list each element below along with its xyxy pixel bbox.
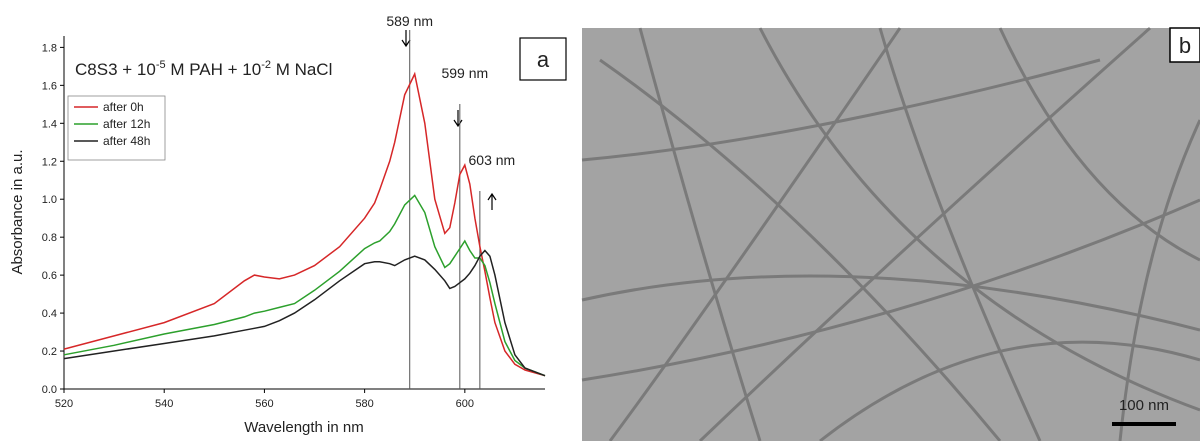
series-line xyxy=(63,194,546,377)
series-line xyxy=(63,249,546,377)
panel-label: a xyxy=(537,47,550,72)
title-superscript: -2 xyxy=(261,59,271,71)
title-superscript: -5 xyxy=(156,59,166,71)
y-tick-label: 0.8 xyxy=(42,232,57,244)
series-line xyxy=(63,71,546,377)
y-tick-label: 0.6 xyxy=(42,270,57,282)
x-tick-label: 520 xyxy=(55,398,73,410)
y-tick-label: 1.0 xyxy=(42,194,57,206)
y-tick-label: 0.0 xyxy=(42,384,57,396)
chart-title: C8S3 + 10-5 M PAH + 10-2 M NaCl xyxy=(75,59,332,79)
y-tick-label: 1.4 xyxy=(42,118,57,130)
x-tick-label: 600 xyxy=(456,398,474,410)
x-axis-title: Wavelength in nm xyxy=(244,419,364,436)
panel-label: b xyxy=(1179,33,1191,58)
panel-label-box xyxy=(519,37,567,81)
micrograph: b 100 nm xyxy=(581,26,1200,443)
legend-box xyxy=(67,95,166,161)
annotation-label: 589 nm xyxy=(386,13,433,29)
y-tick-label: 1.6 xyxy=(42,80,57,92)
y-axis-title: Absorbance in a.u. xyxy=(9,149,26,274)
arrows xyxy=(401,30,497,210)
y-tick-label: 0.2 xyxy=(42,346,57,358)
title-part: C8S3 + 10 xyxy=(75,60,156,79)
scale-bar-label: 100 nm xyxy=(1119,397,1169,414)
legend-label: after 48h xyxy=(103,134,150,148)
annotation-label: 603 nm xyxy=(469,152,516,168)
legend-label: after 12h xyxy=(103,117,150,131)
legend-label: after 0h xyxy=(103,100,144,114)
x-tick-label: 540 xyxy=(155,398,173,410)
y-tick-label: 1.2 xyxy=(42,156,57,168)
title-part: M NaCl xyxy=(271,60,332,79)
annotation-label: 599 nm xyxy=(441,65,488,81)
x-tick-label: 580 xyxy=(355,398,373,410)
title-part: M PAH + 10 xyxy=(166,60,262,79)
y-tick-label: 0.4 xyxy=(42,308,57,320)
x-tick-label: 560 xyxy=(255,398,273,410)
y-tick-label: 1.8 xyxy=(42,42,57,54)
